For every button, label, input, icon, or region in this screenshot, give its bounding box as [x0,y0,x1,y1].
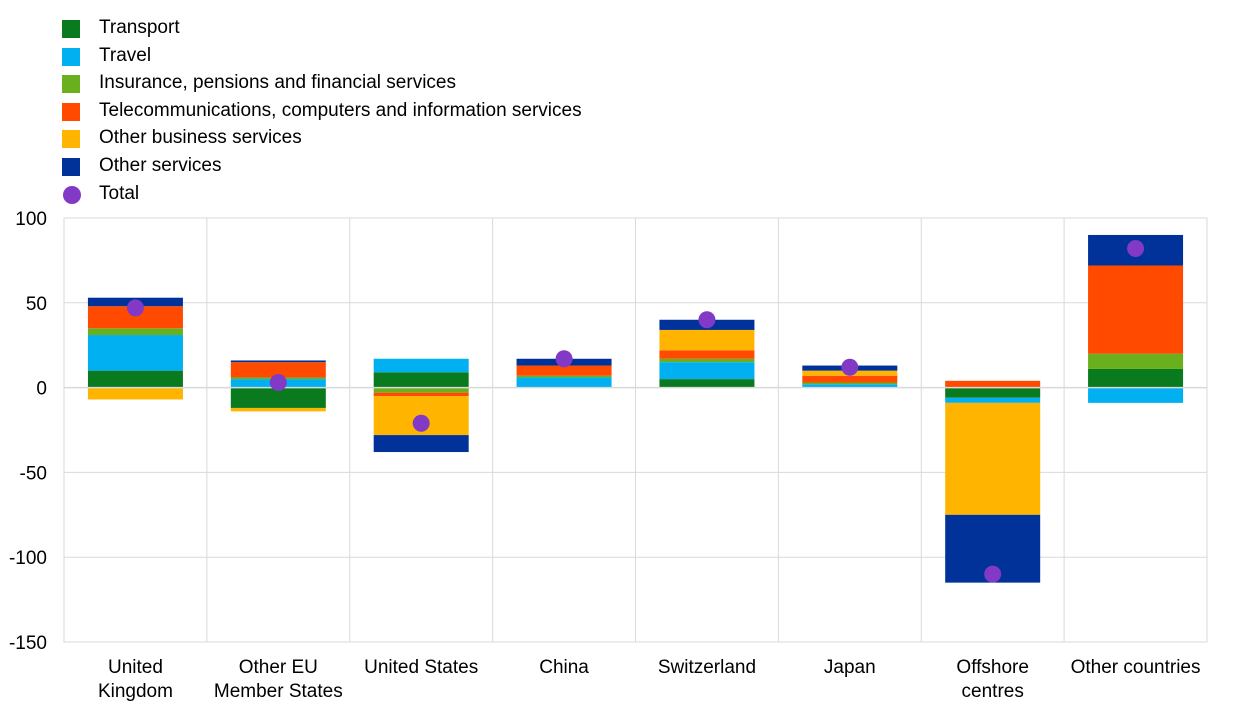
legend-swatch [62,20,80,38]
x-tick-label: United [108,657,163,678]
total-marker [1127,240,1145,258]
x-tick-label: Member States [214,681,343,702]
legend-item: Other business services [62,124,582,152]
bar-segment [1088,368,1184,388]
bar-segment [945,380,1041,388]
legend-item: Transport [62,14,582,42]
y-tick-label: -50 [20,463,47,484]
bar-segment [87,306,183,329]
bar-segment [230,387,326,408]
legend-swatch [62,157,80,176]
bar-segment [373,358,469,373]
legend-label: Insurance, pensions and financial servic… [99,72,456,94]
legend-item: Telecommunications, computers and inform… [62,97,582,125]
bar-segment [230,407,326,412]
y-tick-label: -100 [9,548,47,569]
total-marker [698,311,716,329]
bar-segment [802,384,898,388]
bar-segment [659,358,755,363]
bar-segment [802,382,898,385]
legend-swatch [62,102,80,121]
bar-segment [945,397,1041,403]
bar-segment [659,379,755,388]
bar-segment [945,402,1041,515]
bar-segment [373,435,469,453]
bar-segment [373,372,469,388]
bar-segment [1088,353,1184,369]
legend-label: Transport [99,17,180,38]
legend-label: Other business services [99,127,302,149]
total-marker [269,374,287,392]
bar-segment [516,377,612,388]
bar-segment [1088,387,1184,403]
x-tick-label: Japan [824,657,876,678]
bar-segment [373,387,469,393]
legend-swatch [62,75,80,94]
legend-swatch [62,47,80,66]
x-tick-label: United States [364,657,478,678]
total-marker [555,350,573,368]
bar-segment [230,360,326,363]
legend-marker-dot [63,185,81,204]
y-tick-label: 50 [26,294,47,315]
bar-segment [516,365,612,376]
bar-segment [659,350,755,359]
legend-label: Other services [99,154,222,176]
bar-segment [659,362,755,380]
bar-segment [802,375,898,383]
y-tick-label: -150 [9,633,47,654]
legend-label: Telecommunications, computers and inform… [99,99,582,121]
y-tick-label: 0 [36,379,47,400]
legend-item: Travel [62,42,582,70]
y-tick-label: 100 [15,209,47,230]
bar-segment [87,328,183,336]
legend-item: Insurance, pensions and financial servic… [62,69,582,97]
legend-swatch [62,130,80,149]
total-marker [412,414,430,432]
bar-segment [230,362,326,378]
x-tick-label: Offshore [956,657,1029,678]
bar-segment [87,370,183,388]
bar-segment [87,387,183,400]
x-tick-label: Kingdom [98,681,173,702]
x-tick-label: centres [962,681,1024,702]
bar-segment [945,387,1041,398]
total-marker [841,358,859,376]
chart-legend: Transport Travel Insurance, pensions and f… [62,14,582,207]
x-tick-label: Switzerland [658,657,756,678]
total-marker [126,299,144,317]
bar-segment [1088,265,1184,354]
bar-segment [87,335,183,371]
x-tick-label: Other EU [239,657,318,678]
bar-segment [659,329,755,351]
total-marker [984,565,1002,583]
x-tick-label: Other countries [1071,657,1201,678]
legend-item: Other services [62,152,582,180]
bar-segment [516,375,612,378]
legend-label: Travel [99,44,152,66]
bar-segment [373,392,469,397]
legend-item: Total [62,180,582,208]
legend-label: Total [99,182,140,204]
x-tick-label: China [539,657,589,678]
